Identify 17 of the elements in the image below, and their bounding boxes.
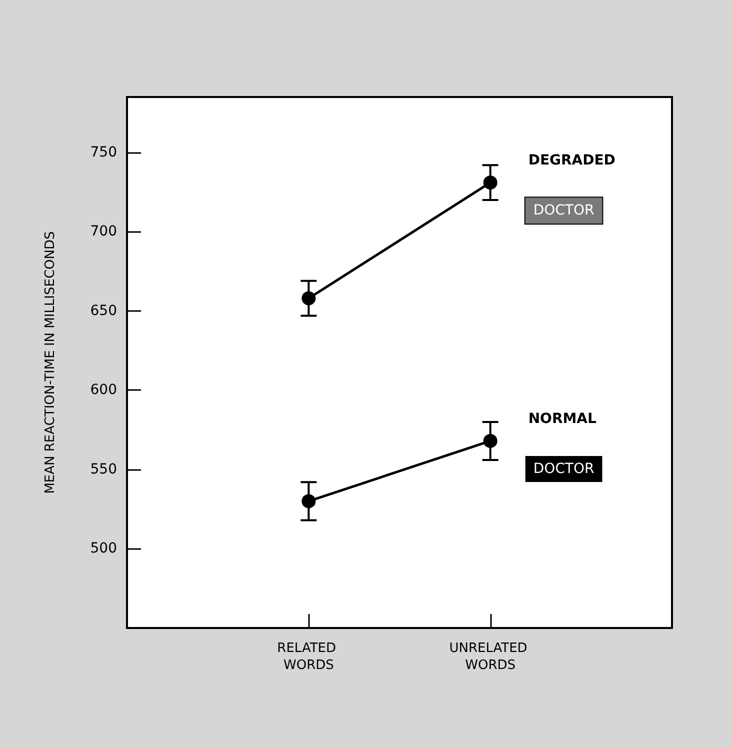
point (302, 291, 316, 306)
point (483, 176, 498, 190)
point (302, 494, 316, 508)
y-tick-label: 650 (90, 302, 117, 319)
y-tick-label: 600 (90, 382, 117, 398)
y-tick-label: 550 (90, 461, 117, 478)
y-tick-label: 500 (90, 540, 117, 557)
x-tick-label: UNRELATED WORDS (449, 641, 532, 673)
text: DEGRADED (528, 152, 616, 169)
y-axis-title: MEAN REACTION-TIME IN MILLISECONDS (43, 231, 58, 494)
text: NORMAL (528, 410, 596, 427)
y-tick-label: 750 (90, 144, 117, 160)
point (483, 434, 498, 448)
annotation: DOCTOR (533, 202, 594, 219)
y-tick-label: 700 (90, 224, 117, 240)
annotation: DOCTOR (533, 460, 594, 477)
x-tick-label: RELATED WORDS (277, 641, 340, 673)
